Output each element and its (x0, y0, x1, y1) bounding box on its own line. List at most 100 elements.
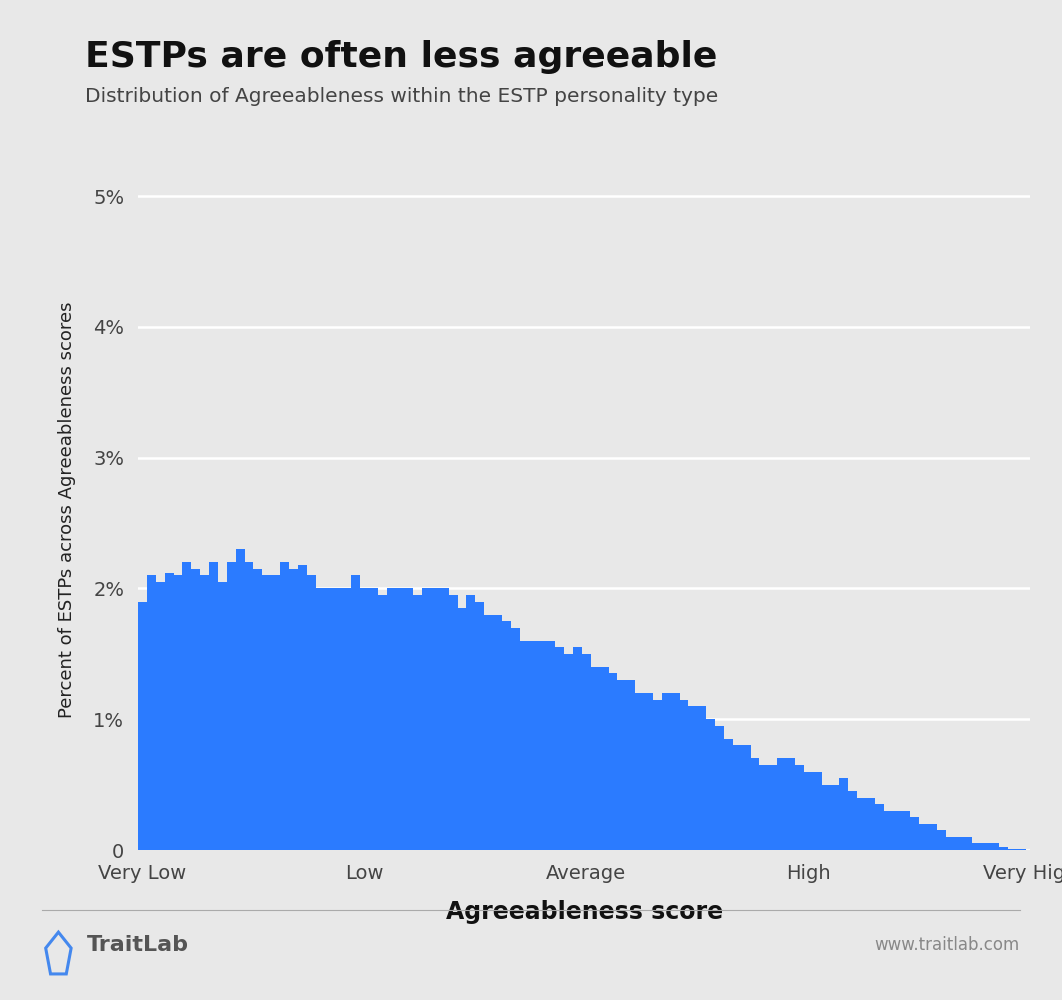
Bar (405, 588, 413, 850)
Bar (209, 562, 218, 850)
Bar (502, 621, 511, 850)
Bar (822, 785, 830, 850)
Bar (191, 569, 201, 850)
Bar (670, 693, 680, 850)
Text: www.traitlab.com: www.traitlab.com (874, 936, 1020, 954)
Bar (857, 798, 866, 850)
Bar (741, 745, 751, 850)
Bar (138, 602, 147, 850)
Bar (839, 778, 849, 850)
Bar (271, 575, 280, 850)
Bar (342, 588, 352, 850)
Bar (600, 667, 609, 850)
Bar (662, 693, 670, 850)
X-axis label: Agreeableness score: Agreeableness score (446, 900, 722, 924)
Bar (627, 680, 635, 850)
Bar (227, 562, 236, 850)
Bar (902, 811, 910, 850)
Bar (795, 765, 804, 850)
Bar (1016, 849, 1026, 850)
Bar (751, 758, 759, 850)
Bar (644, 693, 653, 850)
Bar (937, 830, 946, 850)
Bar (493, 615, 502, 850)
Bar (484, 615, 493, 850)
Bar (635, 693, 644, 850)
Bar (333, 588, 342, 850)
Bar (884, 811, 892, 850)
Bar (892, 811, 902, 850)
Bar (688, 706, 698, 850)
Bar (653, 700, 662, 850)
Bar (183, 562, 191, 850)
Bar (297, 565, 307, 850)
Y-axis label: Percent of ESTPs across Agreeableness scores: Percent of ESTPs across Agreeableness sc… (58, 302, 76, 718)
Bar (254, 569, 262, 850)
Bar (698, 706, 706, 850)
Bar (236, 549, 244, 850)
Bar (244, 562, 254, 850)
Bar (546, 641, 555, 850)
Bar (777, 758, 786, 850)
Bar (875, 804, 884, 850)
Text: ESTPs are often less agreeable: ESTPs are often less agreeable (85, 40, 717, 74)
Bar (519, 641, 529, 850)
Bar (147, 575, 156, 850)
Bar (981, 843, 990, 850)
Text: TraitLab: TraitLab (87, 935, 189, 955)
Bar (617, 680, 627, 850)
Bar (289, 569, 297, 850)
Bar (706, 719, 715, 850)
Bar (963, 837, 973, 850)
Bar (440, 588, 449, 850)
Bar (573, 647, 582, 850)
Bar (564, 654, 573, 850)
Bar (458, 608, 466, 850)
Text: Distribution of Agreeableness within the ESTP personality type: Distribution of Agreeableness within the… (85, 87, 718, 106)
Bar (582, 654, 590, 850)
Bar (973, 843, 981, 850)
Bar (990, 843, 999, 850)
Bar (315, 588, 325, 850)
Bar (955, 837, 963, 850)
Bar (866, 798, 875, 850)
Bar (156, 582, 165, 850)
Bar (476, 602, 484, 850)
Bar (830, 785, 839, 850)
Bar (555, 647, 564, 850)
Bar (369, 588, 378, 850)
Bar (262, 575, 271, 850)
Bar (715, 726, 724, 850)
Bar (946, 837, 955, 850)
Bar (307, 575, 315, 850)
Bar (387, 588, 395, 850)
Bar (609, 673, 617, 850)
Bar (733, 745, 741, 850)
Bar (360, 588, 369, 850)
Bar (165, 573, 173, 850)
Bar (395, 588, 405, 850)
Bar (537, 641, 546, 850)
Bar (218, 582, 227, 850)
Bar (928, 824, 937, 850)
Bar (449, 595, 458, 850)
Bar (378, 595, 387, 850)
Bar (680, 700, 688, 850)
Bar (352, 575, 360, 850)
Bar (529, 641, 537, 850)
Bar (280, 562, 289, 850)
Bar (768, 765, 777, 850)
Bar (849, 791, 857, 850)
Bar (804, 772, 812, 850)
Bar (431, 588, 440, 850)
Bar (201, 575, 209, 850)
Bar (786, 758, 795, 850)
Bar (590, 667, 600, 850)
Bar (759, 765, 768, 850)
Bar (724, 739, 733, 850)
Bar (910, 817, 920, 850)
Bar (812, 772, 822, 850)
Bar (413, 595, 422, 850)
Bar (173, 575, 183, 850)
Bar (920, 824, 928, 850)
